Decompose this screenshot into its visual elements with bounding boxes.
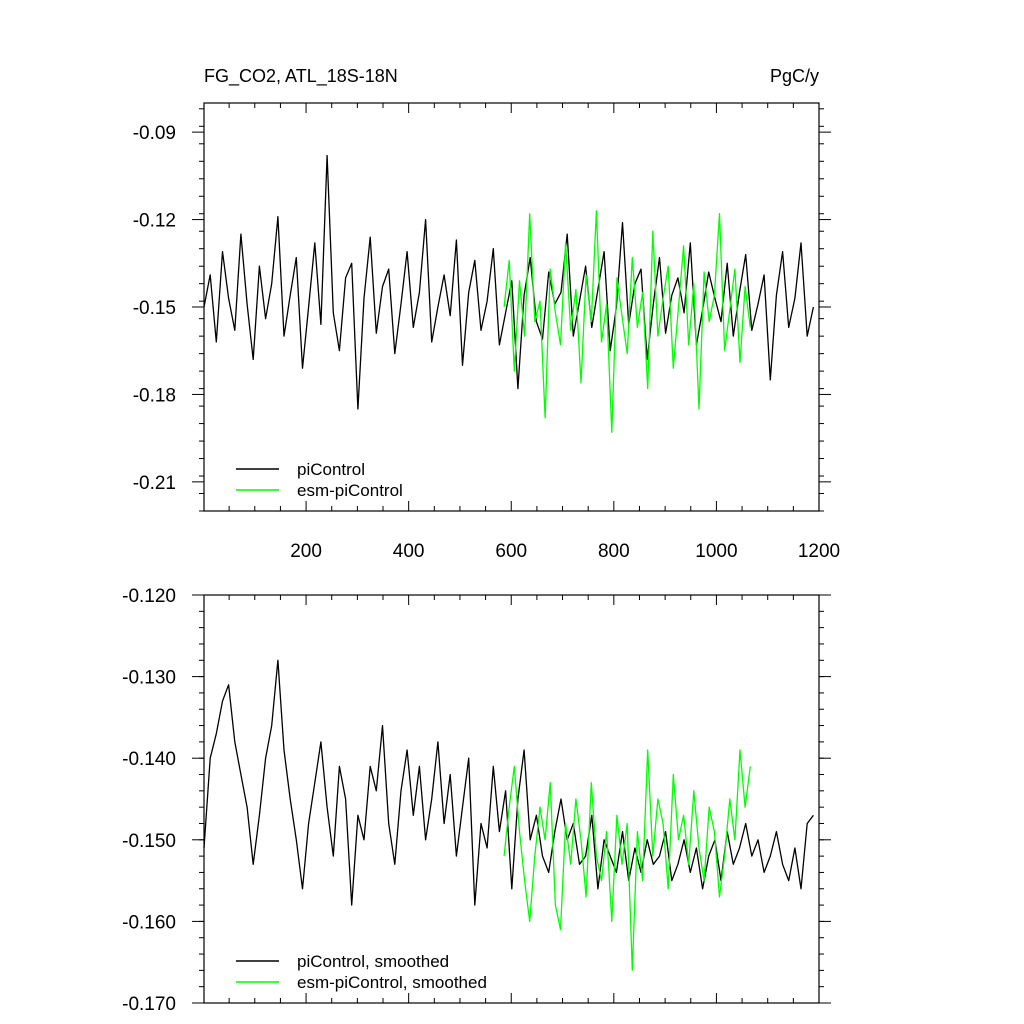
top-panel: FG_CO2, ATL_18S-18N PgC/y 200 400 600 800 10… [133, 66, 840, 562]
y-tick-label: -0.12 [133, 211, 176, 232]
bottom-axis-ticks: -0.120 -0.130 -0.140 -0.150 -0.160 -0.170 [122, 586, 831, 1015]
y-tick-label: -0.120 [122, 586, 176, 607]
legend-label-esm-picontrol-smoothed: esm-piControl, smoothed [297, 973, 487, 992]
y-tick-label: -0.150 [122, 831, 176, 852]
bottom-panel: -0.120 -0.130 -0.140 -0.150 -0.160 -0.170 piC… [122, 586, 831, 1015]
top-chart-title: FG_CO2, ATL_18S-18N [204, 66, 398, 87]
y-tick-label: -0.140 [122, 749, 176, 770]
bottom-legend: piControl, smoothed esm-piControl, smoot… [236, 952, 487, 992]
legend-label-esm-picontrol: esm-piControl [297, 481, 403, 500]
series-line-esm-picontrol-smoothed [503, 749, 751, 972]
series-line-esm-picontrol [503, 210, 751, 433]
y-tick-label: -0.18 [133, 385, 176, 406]
y-tick-label: -0.21 [133, 473, 176, 494]
y-tick-label: -0.170 [122, 994, 176, 1015]
top-series-lines [203, 154, 815, 433]
x-tick-label: 400 [393, 541, 425, 562]
top-chart-units: PgC/y [770, 66, 819, 86]
bottom-plot-frame [203, 594, 820, 1004]
top-legend: piControl esm-piControl [236, 460, 403, 500]
y-tick-label: -0.160 [122, 912, 176, 933]
legend-label-picontrol-smoothed: piControl, smoothed [297, 952, 449, 971]
series-line-picontrol-smoothed [203, 659, 814, 906]
x-tick-label: 1200 [798, 541, 840, 562]
y-tick-label: -0.09 [133, 123, 176, 144]
legend-label-picontrol: piControl [297, 460, 365, 479]
x-tick-label: 200 [290, 541, 322, 562]
x-tick-label: 600 [495, 541, 527, 562]
y-tick-label: -0.130 [122, 668, 176, 689]
x-tick-label: 1000 [695, 541, 737, 562]
series-line-picontrol [203, 154, 815, 410]
y-tick-label: -0.15 [133, 298, 176, 319]
x-tick-label: 800 [598, 541, 630, 562]
bottom-series-lines [203, 659, 814, 972]
top-axis-ticks: 200 400 600 800 1000 1200 -0.09 -0.12 -0.15 -0.18… [133, 103, 840, 562]
